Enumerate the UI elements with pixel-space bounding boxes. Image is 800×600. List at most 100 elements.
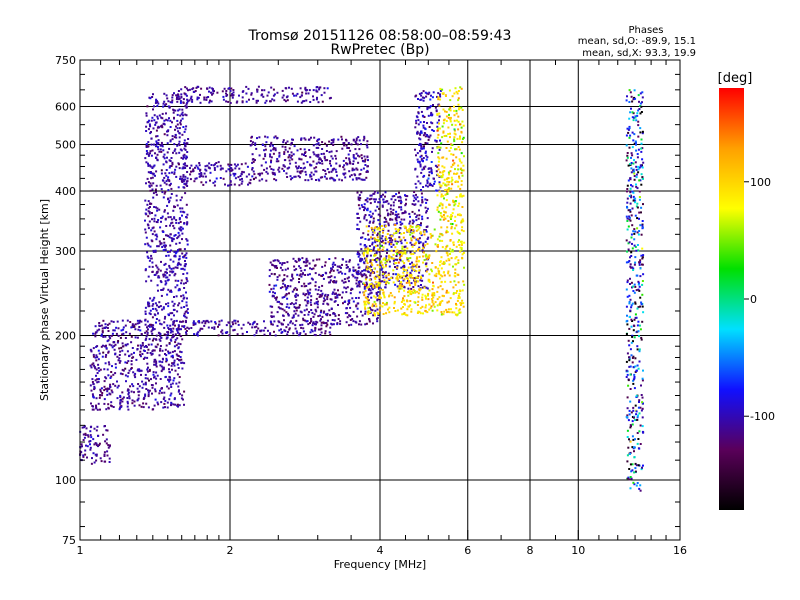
data-point: [184, 315, 187, 318]
data-point: [194, 322, 197, 325]
data-point: [155, 360, 158, 363]
data-point: [351, 273, 354, 276]
data-point: [379, 288, 382, 291]
data-point: [394, 250, 397, 253]
data-point: [461, 109, 464, 111]
data-point: [354, 269, 357, 272]
data-point: [273, 284, 276, 287]
data-point: [423, 116, 426, 118]
data-point: [144, 383, 147, 386]
data-point: [439, 95, 442, 98]
data-point: [282, 94, 285, 97]
data-point: [439, 277, 442, 280]
data-point: [145, 402, 148, 405]
data-point: [378, 249, 381, 251]
data-point: [313, 167, 316, 170]
chart-title-line2: RwPretec (Bp): [330, 42, 429, 58]
data-point: [641, 283, 644, 286]
data-point: [641, 402, 644, 405]
data-point: [418, 255, 421, 258]
data-point: [171, 121, 173, 124]
data-point: [355, 321, 358, 324]
data-point: [420, 171, 423, 174]
data-point: [393, 307, 395, 309]
data-point: [100, 334, 103, 337]
data-point: [381, 271, 384, 274]
data-point: [282, 314, 285, 317]
data-point: [159, 345, 162, 347]
data-point: [368, 245, 371, 247]
data-point: [441, 88, 444, 91]
data-point: [637, 168, 640, 171]
data-point: [314, 284, 317, 287]
data-point: [628, 136, 631, 139]
data-point: [332, 312, 335, 315]
data-point: [176, 119, 179, 122]
data-point: [296, 273, 299, 276]
data-point: [174, 168, 177, 171]
data-point: [638, 190, 641, 193]
data-point: [377, 219, 380, 222]
data-point: [457, 164, 460, 167]
data-point: [181, 300, 184, 303]
data-point: [640, 183, 643, 186]
data-point: [293, 306, 296, 308]
data-point: [179, 229, 182, 231]
data-point: [377, 213, 380, 216]
data-point: [127, 393, 130, 396]
data-point: [386, 248, 389, 251]
data-point: [639, 267, 642, 270]
data-point: [636, 217, 639, 220]
data-point: [432, 130, 435, 132]
data-point: [629, 476, 632, 478]
data-point: [174, 341, 177, 344]
data-point: [181, 214, 183, 217]
data-point: [365, 268, 368, 271]
data-point: [152, 226, 155, 229]
data-point: [182, 273, 185, 275]
data-point: [101, 330, 104, 333]
data-point: [633, 142, 636, 145]
data-point: [321, 148, 324, 150]
data-point: [184, 260, 186, 262]
data-point: [147, 120, 150, 123]
data-point: [640, 147, 643, 150]
data-point: [270, 323, 273, 326]
data-point: [180, 88, 183, 91]
data-point: [452, 243, 455, 246]
data-point: [205, 96, 208, 99]
data-point: [424, 135, 427, 138]
data-point: [303, 100, 306, 103]
data-point: [276, 158, 279, 160]
data-point: [377, 232, 379, 235]
data-point: [411, 269, 414, 272]
data-point: [366, 207, 369, 210]
data-point: [288, 328, 291, 331]
data-point: [368, 318, 371, 321]
data-point: [306, 161, 309, 164]
data-point: [635, 464, 638, 467]
data-point: [130, 353, 133, 356]
data-point: [632, 329, 635, 332]
data-point: [172, 260, 175, 263]
data-point: [170, 267, 173, 270]
data-point: [365, 278, 367, 281]
data-point: [161, 145, 164, 148]
data-point: [631, 207, 634, 210]
data-point: [108, 363, 111, 366]
data-point: [160, 217, 163, 219]
data-point: [282, 139, 285, 142]
data-point: [436, 298, 439, 301]
data-point: [425, 211, 428, 214]
data-point: [147, 389, 149, 392]
data-point: [409, 304, 412, 307]
data-point: [381, 250, 384, 252]
data-point: [396, 240, 399, 243]
data-point: [634, 261, 637, 264]
data-point: [444, 184, 447, 187]
data-point: [142, 402, 145, 405]
data-point: [628, 101, 631, 103]
data-point: [452, 286, 455, 289]
data-point: [320, 289, 323, 292]
data-point: [337, 289, 339, 292]
